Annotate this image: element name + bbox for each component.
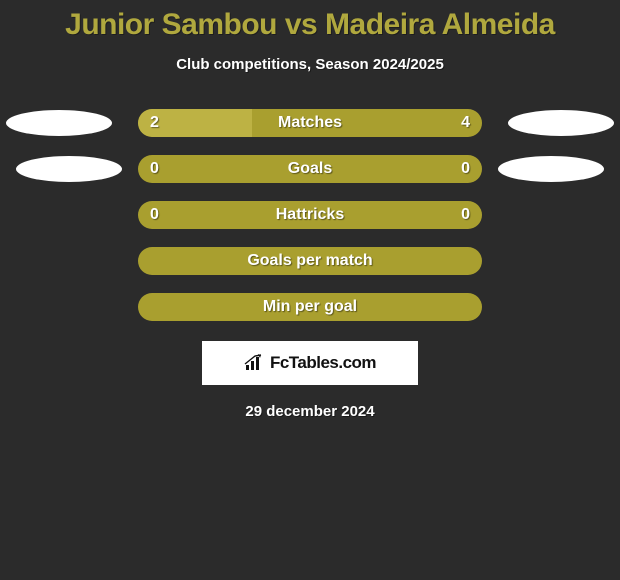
bar-chart-icon: [244, 354, 266, 372]
stat-label: Goals: [138, 160, 482, 178]
stat-rows: Matches24Goals00Hattricks00Goals per mat…: [0, 109, 620, 321]
stat-value-right: 0: [461, 206, 470, 224]
stat-label: Matches: [138, 114, 482, 132]
date-label: 29 december 2024: [245, 403, 374, 420]
infographic-container: Junior Sambou vs Madeira Almeida Club co…: [0, 0, 620, 420]
stat-bar: Min per goal: [138, 293, 482, 321]
stat-value-left: 2: [150, 114, 159, 132]
stat-label: Hattricks: [138, 206, 482, 224]
player-marker-left: [16, 156, 122, 182]
stat-bar: Goals per match: [138, 247, 482, 275]
logo-box: FcTables.com: [202, 341, 418, 385]
stat-bar: Goals0 0: [138, 155, 482, 183]
stat-bar: Hattricks0 0: [138, 201, 482, 229]
stat-row: Goals per match: [0, 247, 620, 275]
player-marker-right: [508, 110, 614, 136]
stat-bar: Matches2 4: [138, 109, 482, 137]
player-marker-left: [6, 110, 112, 136]
stat-row: Min per goal: [0, 293, 620, 321]
page-subtitle: Club competitions, Season 2024/2025: [176, 56, 444, 73]
stat-value-left: 0: [150, 206, 159, 224]
player-marker-right: [498, 156, 604, 182]
stat-label: Min per goal: [138, 298, 482, 316]
page-title: Junior Sambou vs Madeira Almeida: [65, 8, 555, 42]
stat-row: Hattricks0 0: [0, 201, 620, 229]
stat-row: Goals0 0: [0, 155, 620, 183]
stat-value-left: 0: [150, 160, 159, 178]
logo-text: FcTables.com: [270, 353, 376, 373]
stat-label: Goals per match: [138, 252, 482, 270]
stat-value-right: 0: [461, 160, 470, 178]
stat-row: Matches2 4: [0, 109, 620, 137]
stat-value-right: 4: [461, 114, 470, 132]
